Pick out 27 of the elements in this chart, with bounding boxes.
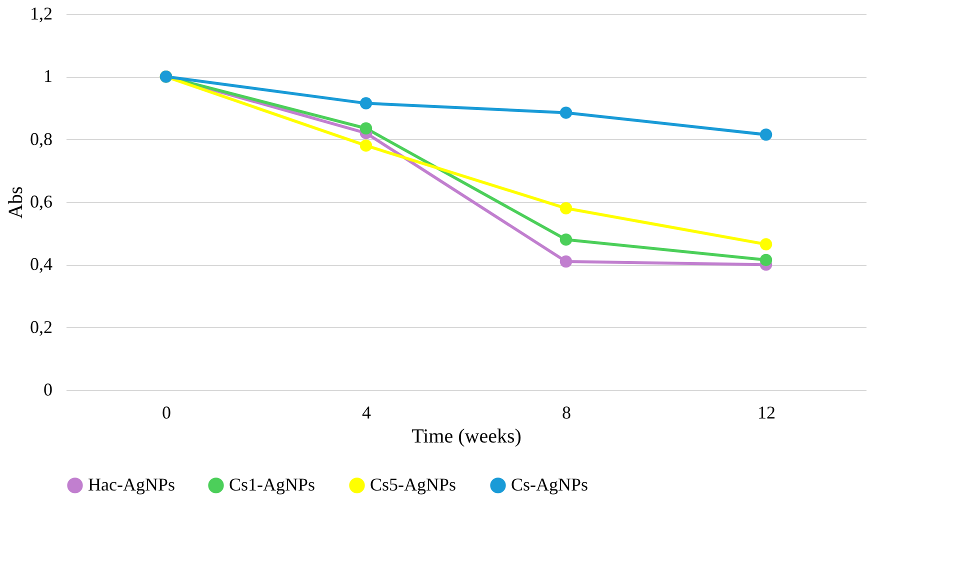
point [360, 139, 372, 152]
y-tick-label: 1,2 [30, 4, 52, 24]
point [360, 122, 372, 134]
y-tick-label: 0 [44, 380, 52, 400]
point [760, 254, 772, 266]
x-tick-label: 8 [562, 402, 571, 422]
point [760, 238, 772, 250]
point [760, 128, 772, 141]
y-tick-label: 0,2 [30, 316, 52, 337]
legend-label: Cs5-AgNPs [370, 474, 456, 494]
y-tick-label: 0,8 [30, 128, 52, 149]
x-tick-label: 0 [162, 402, 171, 422]
y-tick-label: 0,6 [30, 192, 52, 212]
y-tick-label: 0,4 [30, 254, 52, 274]
point [560, 233, 572, 246]
legend-label: Cs-AgNPs [511, 474, 588, 494]
x-tick-label: 12 [758, 402, 776, 422]
x-axis-title: Time (weeks) [412, 426, 522, 448]
x-tick-label: 4 [362, 402, 371, 422]
point [560, 255, 572, 268]
legend-label: Hac-AgNPs [88, 474, 175, 494]
point [560, 106, 572, 119]
y-axis-title: Abs [5, 186, 27, 219]
y-tick-label: 1 [44, 66, 52, 86]
legend-label: Cs1-AgNPs [229, 474, 316, 494]
point [360, 97, 372, 110]
point [560, 202, 572, 214]
